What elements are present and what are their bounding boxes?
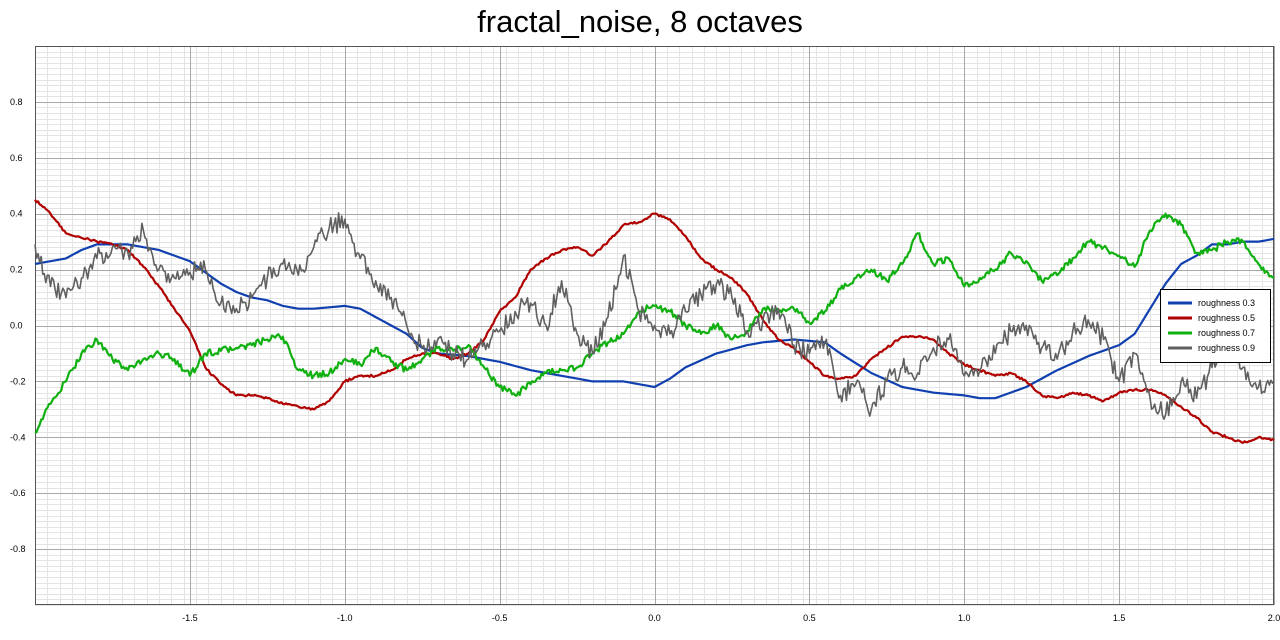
y-tick-label: 0.0 xyxy=(10,321,23,331)
legend-label-4: roughness 0.9 xyxy=(1198,343,1255,353)
x-tick-label: -1.0 xyxy=(337,613,353,623)
chart-title: fractal_noise, 8 octaves xyxy=(477,4,803,39)
x-tick-label: -1.5 xyxy=(182,613,198,623)
x-tick-label: 2.0 xyxy=(1268,613,1280,623)
x-tick-label: 0.5 xyxy=(803,613,816,623)
x-tick-label: 0.0 xyxy=(648,613,661,623)
y-tick-label: -0.8 xyxy=(10,544,26,554)
y-tick-label: 0.6 xyxy=(10,153,23,163)
y-tick-label: 0.4 xyxy=(10,209,23,219)
legend-label-3: roughness 0.7 xyxy=(1198,328,1255,338)
y-tick-label: 0.2 xyxy=(10,265,23,275)
legend-label-2: roughness 0.5 xyxy=(1198,313,1255,323)
series-line-3 xyxy=(34,212,1275,434)
legend-label-1: roughness 0.3 xyxy=(1198,298,1255,308)
x-tick-label: 1.5 xyxy=(1113,613,1126,623)
plot-frame xyxy=(35,46,1274,605)
series-line-1 xyxy=(34,237,1275,400)
y-tick-label: -0.4 xyxy=(10,432,26,442)
y-tick-label: -0.6 xyxy=(10,488,26,498)
series-line-2 xyxy=(34,199,1275,444)
y-tick-label: 0.8 xyxy=(10,97,23,107)
x-tick-label: 1.0 xyxy=(958,613,971,623)
x-tick-label: -0.5 xyxy=(492,613,508,623)
y-tick-label: -0.2 xyxy=(10,376,26,386)
legend: roughness 0.3 roughness 0.5 roughness 0.7 r… xyxy=(1160,289,1271,363)
series-line-4 xyxy=(34,212,1275,420)
